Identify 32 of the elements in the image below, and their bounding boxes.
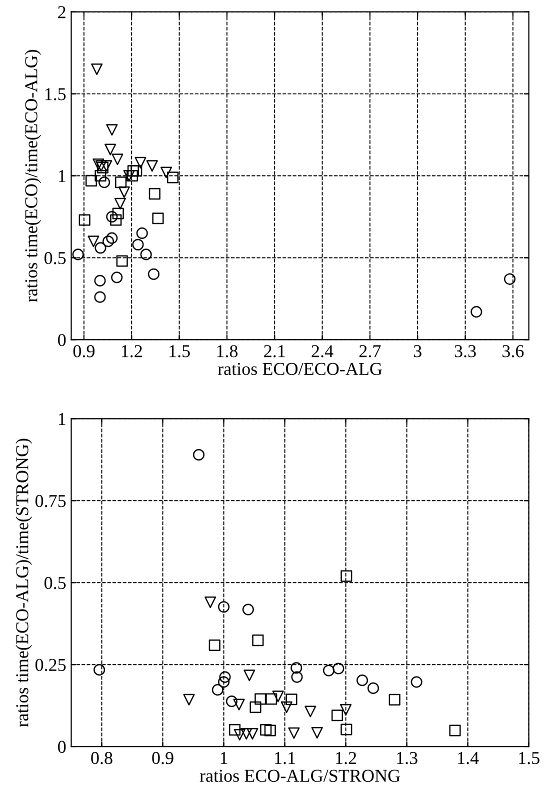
x-tick-label: 0.8: [91, 752, 112, 764]
x-tick-label: 3: [414, 345, 422, 358]
y-tick-label: 1: [58, 413, 66, 425]
y-tick-label: 0: [58, 334, 66, 346]
y-tick-label: 1: [58, 170, 66, 182]
y-tick-label: 0.75: [35, 494, 66, 508]
y-axis-title: ratios time(ECO-ALG)/time(STRONG): [16, 438, 32, 727]
x-tick-label: 0.9: [73, 345, 94, 358]
x-tick-label: 2.1: [264, 345, 285, 358]
x-tick-label: 1.2: [122, 345, 142, 358]
x-tick-label: 3.3: [454, 345, 476, 358]
y-tick-label: 0.25: [35, 658, 66, 672]
x-tick-label: 1.5: [519, 752, 540, 764]
x-tick-label: 1.1: [275, 752, 295, 764]
x-tick-label: 1: [220, 752, 228, 764]
y-tick-label: 2: [58, 6, 66, 18]
x-tick-label: 1.5: [170, 345, 190, 358]
x-tick-label: 3.6: [502, 345, 524, 358]
y-tick-label: 0: [58, 740, 66, 753]
x-tick-label: 2.4: [312, 345, 334, 358]
x-tick-label: 1.3: [397, 752, 418, 764]
x-tick-label: 2.7: [359, 345, 381, 358]
x-tick-label: 0.9: [152, 752, 174, 764]
x-tick-label: 1.2: [336, 752, 356, 764]
y-tick-label: 0.5: [44, 252, 66, 264]
x-axis-title: ratios ECO-ALG/STRONG: [200, 770, 400, 782]
x-tick-label: 1.4: [458, 752, 479, 764]
y-tick-label: 1.5: [45, 88, 66, 100]
y-tick-label: 0.5: [44, 576, 66, 590]
y-axis-title: ratios time(ECO)/time(ECO-ALG): [24, 50, 42, 302]
x-tick-label: 1.8: [217, 345, 238, 358]
x-axis-title: ratios ECO/ECO-ALG: [218, 362, 382, 376]
